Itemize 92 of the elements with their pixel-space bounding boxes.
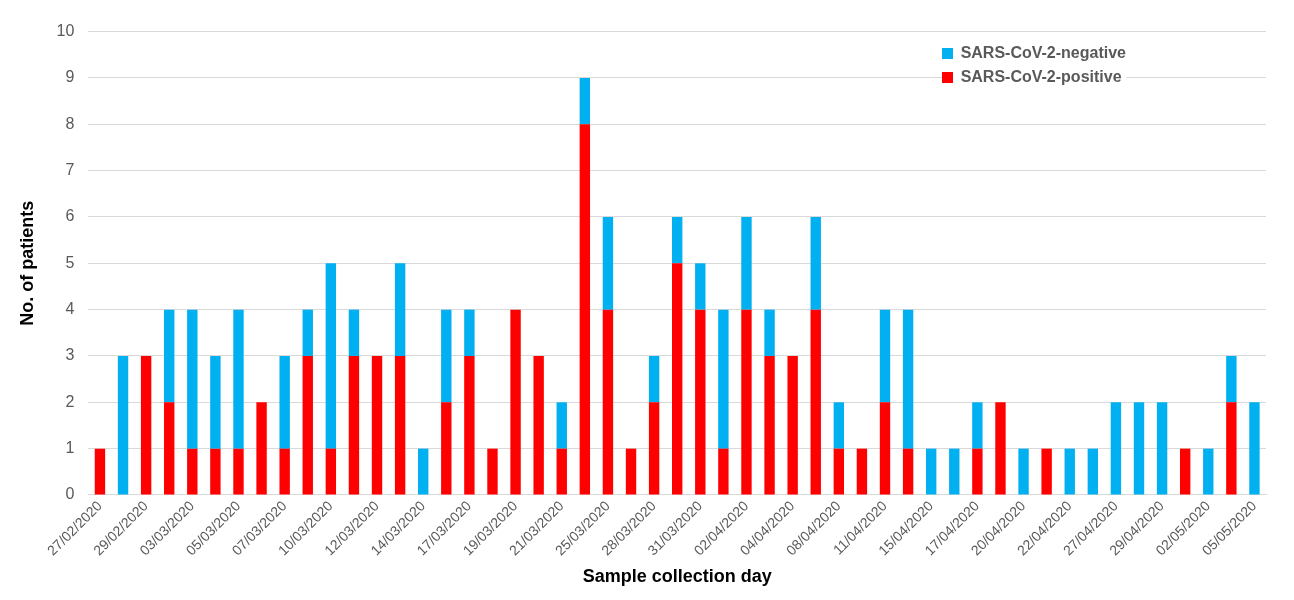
bar (602, 216, 614, 310)
bar (394, 355, 406, 495)
bar (1249, 402, 1260, 495)
bar (764, 355, 775, 495)
bar (879, 402, 891, 495)
y-tick-label: 0 (65, 485, 75, 503)
bar (510, 309, 521, 495)
bar (464, 309, 475, 356)
bar (672, 216, 683, 264)
bar (810, 309, 821, 495)
bar (1041, 448, 1052, 495)
y-tick-label: 8 (65, 114, 75, 132)
bar (210, 355, 221, 449)
bar (625, 448, 637, 495)
bar (325, 448, 337, 495)
bar (279, 448, 290, 495)
bar (1203, 448, 1214, 495)
bar (1133, 402, 1145, 495)
bar (902, 448, 914, 495)
y-tick-label: 10 (56, 22, 75, 40)
bar (810, 216, 821, 310)
bar (972, 402, 983, 449)
legend-label: SARS-CoV-2-negative (960, 44, 1126, 62)
bar (1087, 448, 1099, 495)
bar (1226, 402, 1237, 495)
bar (487, 448, 498, 495)
bar (602, 309, 614, 495)
bar (1179, 448, 1191, 495)
bar (718, 309, 729, 449)
bar (256, 402, 267, 495)
y-axis-title: No. of patients (16, 200, 37, 326)
bar (579, 77, 591, 125)
bar (648, 402, 660, 495)
bar (879, 309, 891, 403)
bar (949, 448, 960, 495)
y-tick-label: 3 (65, 346, 75, 364)
bar (741, 216, 752, 310)
bar (117, 355, 129, 495)
bar (1226, 355, 1237, 403)
bar (718, 448, 729, 495)
bar (926, 448, 937, 495)
bar (648, 355, 660, 403)
bar (902, 309, 914, 449)
bar (279, 355, 290, 449)
bar (579, 124, 591, 495)
bar (348, 355, 360, 495)
bar (833, 448, 845, 495)
bar (1156, 402, 1168, 495)
bar (556, 402, 567, 449)
bar (187, 448, 198, 495)
bar (210, 448, 221, 495)
y-tick-label: 5 (65, 253, 75, 271)
bar (695, 263, 706, 310)
bar (695, 309, 706, 495)
legend-label: SARS-CoV-2-positive (960, 68, 1122, 86)
bar (741, 309, 752, 495)
bar (233, 309, 244, 449)
bar (140, 355, 152, 495)
bar (394, 263, 406, 356)
bar (418, 448, 429, 495)
y-tick-label: 7 (65, 161, 75, 179)
bar (464, 355, 475, 495)
x-axis-title: Sample collection day (582, 566, 772, 587)
bar (672, 263, 683, 495)
bar (164, 309, 175, 403)
bar (371, 355, 383, 495)
bar (302, 309, 313, 356)
y-tick-label: 4 (65, 300, 75, 318)
y-tick-label: 9 (65, 68, 75, 86)
bar (187, 309, 198, 449)
bar (325, 263, 337, 449)
bar (787, 355, 798, 495)
bar (1110, 402, 1122, 495)
bar (441, 402, 452, 495)
bar (1064, 448, 1075, 495)
bar (856, 448, 868, 495)
y-tick-label: 1 (65, 439, 75, 457)
bar (348, 309, 360, 356)
y-tick-label: 2 (65, 392, 75, 410)
bar (972, 448, 983, 495)
bar (441, 309, 452, 403)
bar (1018, 448, 1029, 495)
bar (164, 402, 175, 495)
bar (302, 355, 313, 495)
bar (94, 448, 106, 495)
bar (764, 309, 775, 356)
bar (995, 402, 1006, 495)
bar (233, 448, 244, 495)
bar (833, 402, 845, 449)
y-tick-label: 6 (65, 207, 75, 225)
bar (533, 355, 544, 495)
bar (556, 448, 567, 495)
